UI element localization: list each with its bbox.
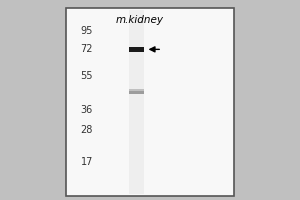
Bar	[129, 89, 144, 91]
Bar	[129, 91, 144, 94]
Bar	[129, 10, 144, 194]
Text: 95: 95	[81, 26, 93, 36]
Bar	[66, 8, 234, 196]
Bar	[129, 47, 144, 52]
Text: 72: 72	[80, 44, 93, 54]
Text: 36: 36	[81, 105, 93, 115]
Text: m.kidney: m.kidney	[116, 15, 164, 25]
Text: 55: 55	[80, 71, 93, 81]
Text: 28: 28	[81, 125, 93, 135]
Text: 17: 17	[81, 157, 93, 167]
